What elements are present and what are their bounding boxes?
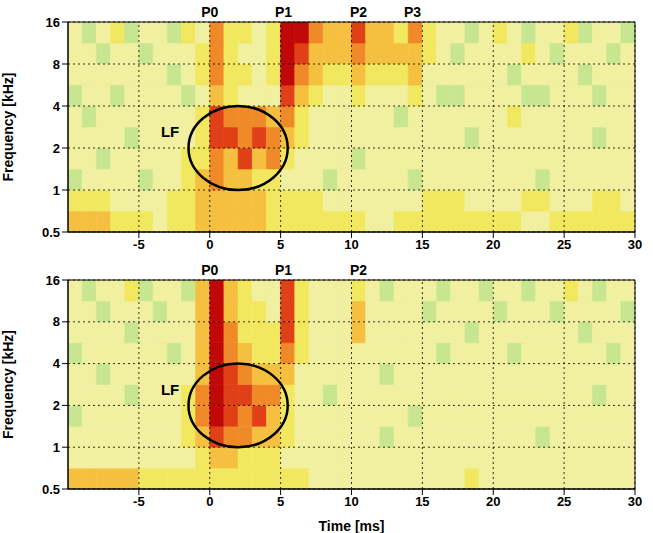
svg-text:Time [ms]: Time [ms]	[319, 518, 385, 533]
svg-text:-5: -5	[133, 237, 145, 252]
svg-text:LF: LF	[161, 123, 179, 140]
svg-text:0: 0	[206, 494, 213, 509]
svg-text:25: 25	[557, 237, 571, 252]
svg-text:20: 20	[486, 237, 500, 252]
svg-text:LF: LF	[161, 381, 179, 398]
svg-text:P0: P0	[201, 262, 218, 278]
svg-text:16: 16	[46, 15, 60, 30]
svg-text:0.5: 0.5	[42, 225, 60, 240]
svg-text:P2: P2	[350, 4, 367, 20]
svg-text:0: 0	[206, 237, 213, 252]
svg-text:Frequency [kHz]: Frequency [kHz]	[0, 330, 16, 439]
svg-text:5: 5	[277, 494, 284, 509]
svg-text:-5: -5	[133, 494, 145, 509]
svg-text:P0: P0	[201, 4, 218, 20]
svg-text:15: 15	[415, 494, 429, 509]
svg-text:Frequency [kHz]: Frequency [kHz]	[0, 73, 16, 182]
svg-text:15: 15	[415, 237, 429, 252]
svg-text:P3: P3	[404, 4, 421, 20]
svg-text:30: 30	[628, 237, 642, 252]
svg-text:1: 1	[53, 183, 60, 198]
svg-text:2: 2	[53, 141, 60, 156]
svg-text:30: 30	[628, 494, 642, 509]
svg-text:0.5: 0.5	[42, 482, 60, 497]
svg-text:2: 2	[53, 398, 60, 413]
svg-text:10: 10	[344, 494, 358, 509]
svg-text:10: 10	[344, 237, 358, 252]
svg-text:5: 5	[277, 237, 284, 252]
svg-text:25: 25	[557, 494, 571, 509]
svg-text:1: 1	[53, 440, 60, 455]
svg-text:8: 8	[53, 57, 60, 72]
svg-text:20: 20	[486, 494, 500, 509]
svg-text:P2: P2	[350, 262, 367, 278]
svg-text:P1: P1	[275, 262, 292, 278]
svg-text:P1: P1	[275, 4, 292, 20]
svg-text:8: 8	[53, 314, 60, 329]
svg-text:4: 4	[53, 99, 61, 114]
svg-text:16: 16	[46, 273, 60, 288]
svg-text:4: 4	[53, 356, 61, 371]
